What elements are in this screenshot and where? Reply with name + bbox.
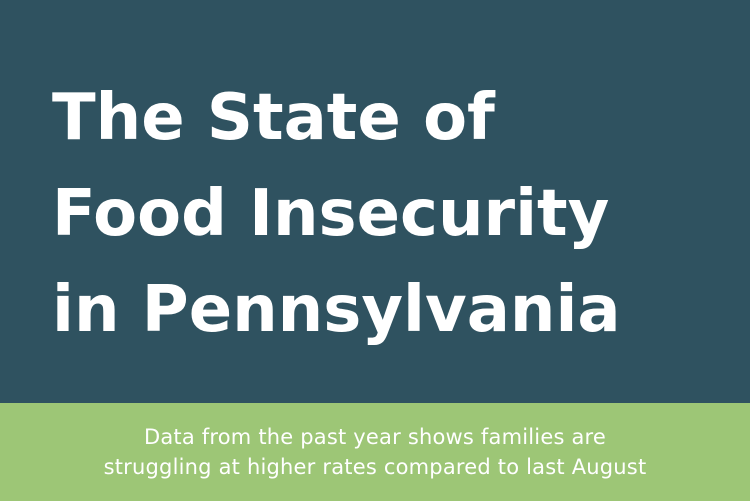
subtitle-line-1: Data from the past year shows families a…: [143, 425, 607, 449]
hero-panel: The State of Food Insecurity in Pennsylv…: [0, 0, 750, 403]
subtitle-line-2: struggling at higher rates compared to l…: [103, 455, 647, 479]
title-line-2: Food Insecurity: [52, 177, 610, 251]
title-line-3: in Pennsylvania: [52, 273, 621, 347]
page-title: The State of Food Insecurity in Pennsylv…: [52, 70, 621, 358]
title-line-1: The State of: [52, 81, 495, 155]
subtitle-band: Data from the past year shows families a…: [0, 403, 750, 501]
